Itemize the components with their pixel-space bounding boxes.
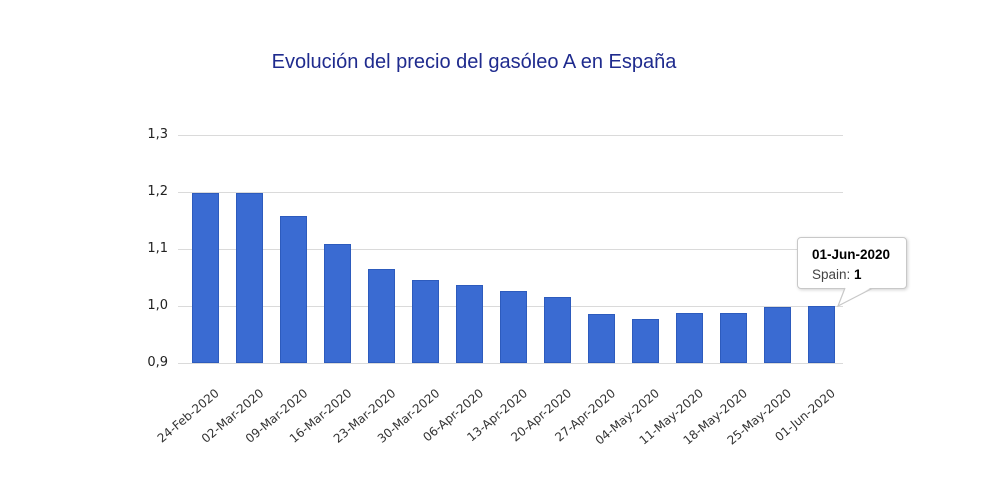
tooltip-date: 01-Jun-2020 xyxy=(812,247,891,262)
bar[interactable] xyxy=(411,280,439,363)
tooltip-value: 1 xyxy=(854,267,862,282)
tooltip-series-line: Spain: 1 xyxy=(812,265,906,285)
chart-title: Evolución del precio del gasóleo A en Es… xyxy=(271,51,677,73)
bar[interactable] xyxy=(499,291,527,363)
bar[interactable] xyxy=(367,268,395,363)
gridline xyxy=(178,192,843,193)
y-axis-tick-label: 1,0 xyxy=(147,298,168,313)
bar[interactable] xyxy=(763,307,791,363)
bar[interactable] xyxy=(543,296,571,363)
y-axis-tick-label: 1,2 xyxy=(147,184,168,199)
bar[interactable] xyxy=(587,313,615,363)
bar[interactable] xyxy=(323,244,351,363)
bar[interactable] xyxy=(455,285,483,363)
bar[interactable] xyxy=(675,313,703,363)
gridline xyxy=(178,249,843,250)
y-axis-tick-label: 1,3 xyxy=(147,127,168,142)
tooltip-series-label: Spain: xyxy=(812,267,851,282)
tooltip-pointer-icon xyxy=(836,287,873,308)
y-axis-tick-label: 1,1 xyxy=(147,241,168,256)
bar[interactable] xyxy=(191,193,219,363)
bar[interactable] xyxy=(807,306,835,363)
gridline xyxy=(178,363,843,364)
bar[interactable] xyxy=(631,319,659,363)
y-axis-tick-label: 0,9 xyxy=(147,355,168,370)
bar[interactable] xyxy=(719,313,747,363)
tooltip: 01-Jun-2020 Spain: 1 xyxy=(797,237,907,289)
bar[interactable] xyxy=(279,215,307,363)
bar[interactable] xyxy=(235,193,263,363)
gridline xyxy=(178,135,843,136)
